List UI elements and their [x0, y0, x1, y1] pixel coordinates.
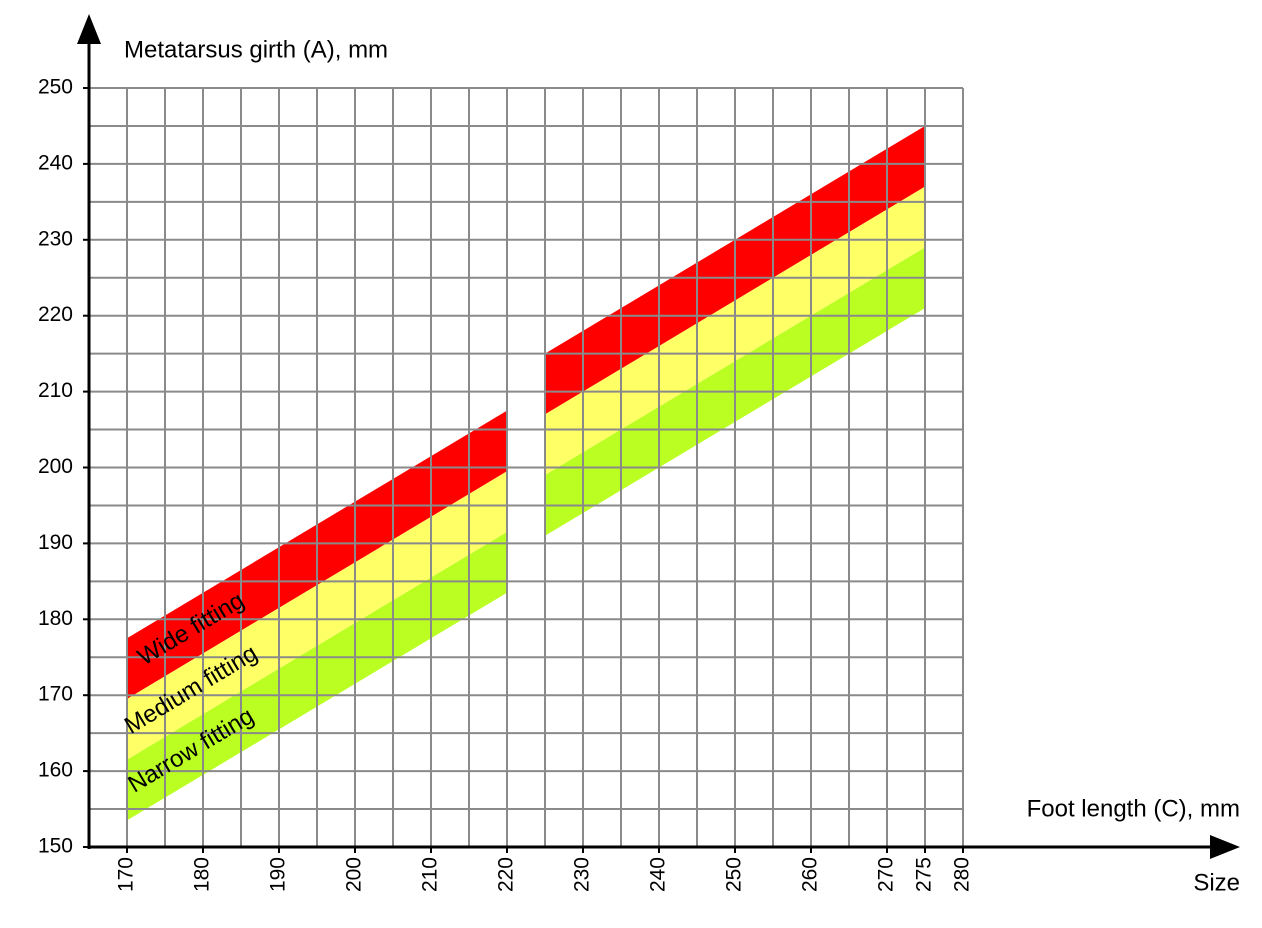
- x-tick-label: 230: [571, 857, 594, 892]
- grid: [83, 87, 964, 853]
- y-tick-label: 240: [38, 151, 73, 174]
- x-tick-label: 275: [913, 857, 936, 892]
- x-tick-label: 280: [951, 857, 974, 892]
- x-axis-label: Foot length (C), mm: [1027, 795, 1240, 822]
- y-tick-label: 190: [38, 531, 73, 554]
- x-tick-label: 170: [115, 857, 138, 892]
- y-tick-label: 150: [38, 835, 73, 858]
- x-tick-label: 270: [875, 857, 898, 892]
- y-tick-label: 180: [38, 607, 73, 630]
- y-tick-label: 200: [38, 455, 73, 478]
- y-tick-label: 230: [38, 227, 73, 250]
- x-tick-label: 200: [343, 857, 366, 892]
- x-tick-label: 220: [495, 857, 518, 892]
- y-tick-label: 170: [38, 683, 73, 706]
- x-tick-label: 180: [191, 857, 214, 892]
- x-tick-label: 190: [267, 857, 290, 892]
- x-tick-label: 240: [647, 857, 670, 892]
- y-axis-arrow: [77, 14, 101, 44]
- x-tick-label: 210: [419, 857, 442, 892]
- x-tick-label: 250: [723, 857, 746, 892]
- y-tick-label: 250: [38, 76, 73, 99]
- x-axis-arrow: [1210, 835, 1240, 859]
- y-tick-label: 160: [38, 759, 73, 782]
- y-tick-label: 210: [38, 379, 73, 402]
- y-axis-label: Metatarsus girth (A), mm: [124, 36, 388, 63]
- y-tick-label: 220: [38, 303, 73, 326]
- x-tick-label: 260: [799, 857, 822, 892]
- x-axis-sublabel: Size: [1193, 869, 1240, 896]
